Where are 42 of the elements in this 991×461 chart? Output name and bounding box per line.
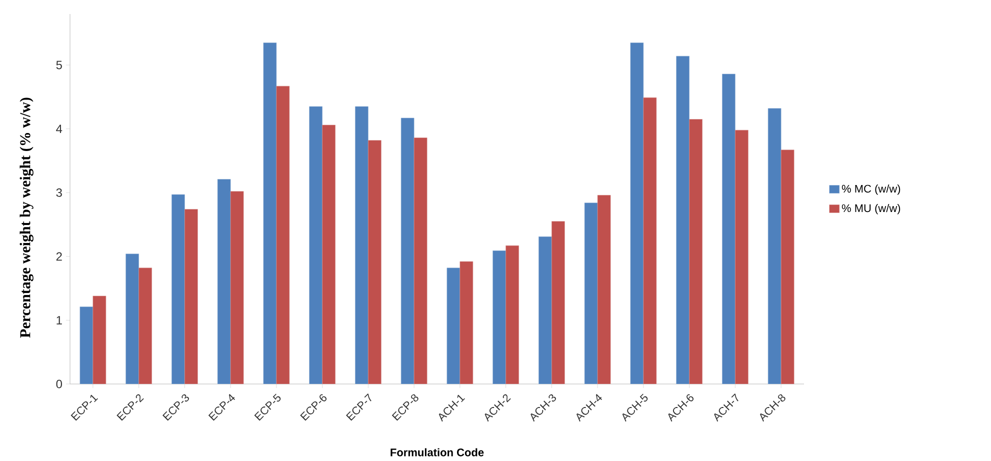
bar	[172, 194, 185, 384]
bar	[309, 106, 322, 384]
bar	[492, 250, 506, 384]
y-tick-label: 4	[56, 124, 62, 133]
bar	[689, 119, 702, 384]
bar	[80, 306, 94, 384]
bar	[643, 97, 657, 384]
y-tick-label: 1	[56, 316, 62, 324]
bar	[538, 236, 552, 384]
y-tick-label: 0	[56, 380, 62, 388]
bar	[597, 195, 611, 384]
y-tick-label: 2	[56, 252, 62, 261]
bar	[230, 191, 244, 384]
bar	[414, 138, 428, 384]
bar	[263, 42, 277, 384]
legend-label: % MC (w/w)	[842, 184, 900, 195]
bar	[460, 261, 474, 384]
bar	[780, 150, 794, 384]
bar	[584, 202, 598, 384]
bar	[217, 179, 231, 384]
bar	[322, 124, 336, 384]
y-axis-title: Percentage weight by weight (% w/w)	[20, 98, 34, 338]
legend-label: % MU (w/w)	[842, 204, 900, 214]
y-tick-label: 5	[56, 60, 62, 70]
bar	[676, 56, 690, 384]
bar	[276, 86, 290, 384]
bar	[92, 296, 106, 384]
bar	[506, 245, 519, 384]
y-tick-label: 3	[56, 188, 62, 197]
bar	[355, 106, 368, 384]
bar	[735, 130, 748, 384]
bar	[630, 42, 644, 384]
bar	[446, 268, 460, 384]
bar	[368, 140, 382, 384]
bar	[768, 108, 782, 384]
bar	[138, 268, 152, 384]
bar	[400, 118, 414, 384]
x-axis-title: Formulation Code	[390, 448, 484, 456]
bar	[552, 221, 565, 384]
bar	[184, 209, 198, 384]
bar	[126, 254, 139, 384]
bar	[722, 74, 736, 384]
